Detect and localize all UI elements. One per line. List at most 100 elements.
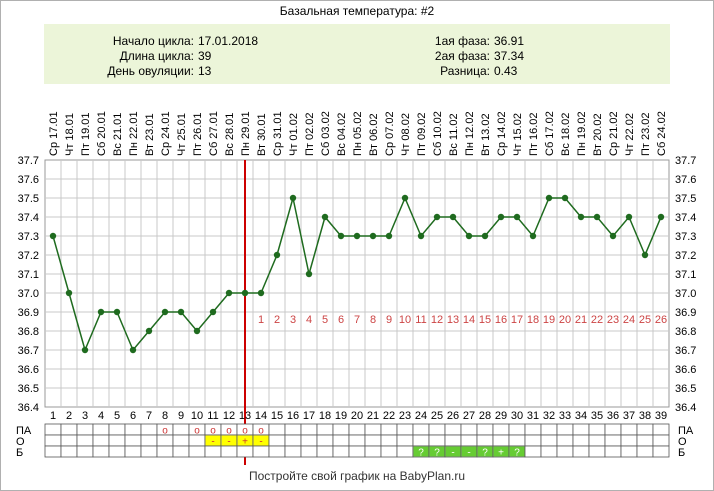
marker-cell [588,423,606,436]
y-tick-label-right: 36.9 [675,307,696,319]
y-tick-label-left: 37.1 [18,269,39,281]
row-label-o-left: О [16,436,25,448]
marker-cell [556,445,574,458]
cycle-day-label: 26 [447,410,459,422]
marker-cell [44,434,62,447]
y-tick-label-left: 36.9 [18,307,39,319]
cycle-day-label: 25 [431,410,443,422]
marker-cell [92,434,110,447]
cycle-day-label: 6 [130,410,136,422]
cycle-day-label: 35 [591,410,603,422]
phase2-value: 37.34 [494,49,525,63]
marker-cell [172,434,190,447]
b-marker: ? [514,448,520,459]
marker-cell [332,434,350,447]
date-label: Вс 28.01 [224,113,236,156]
date-label: Вс 18.02 [560,113,572,156]
luteal-day-label: 4 [306,314,312,326]
luteal-day-label: 6 [338,314,344,326]
phase1-value: 36.91 [494,34,525,48]
cycle-day-label: 5 [114,410,120,422]
marker-cell [60,423,78,436]
o-marker: - [227,437,230,448]
luteal-day-label: 11 [415,314,426,326]
y-tick-label-right: 36.5 [675,383,696,395]
date-label: Ср 07.02 [384,111,396,156]
temperature-point [529,232,537,240]
date-label: Сб 03.02 [320,111,332,156]
marker-cell [524,434,542,447]
marker-cell [444,423,462,436]
marker-cell [124,423,142,436]
date-label: Чт 22.02 [624,113,636,156]
date-label: Пн 12.02 [464,111,476,156]
date-label: Ср 21.02 [608,111,620,156]
pregnancy-test-cell [477,446,493,457]
y-tick-label-right: 36.8 [675,326,696,338]
marker-cell [284,434,302,447]
temperature-point [65,289,73,297]
y-tick-label-left: 37.3 [18,231,39,243]
marker-cell [380,423,398,436]
luteal-day-label: 10 [399,314,411,326]
marker-cell [156,434,174,447]
marker-cell [636,423,654,436]
temperature-point [577,213,585,221]
luteal-day-label: 7 [354,314,360,326]
row-label-pa-left: ПА [16,425,32,437]
luteal-day-label: 3 [290,314,296,326]
marker-cell [316,434,334,447]
pregnancy-test-cell [461,446,477,457]
cycle-start-label: Начало цикла: [112,34,194,48]
temperature-point [497,213,505,221]
date-label: Ср 31.01 [272,111,284,156]
y-tick-label-left: 36.7 [18,345,39,357]
temperature-point [417,232,425,240]
marker-cell [204,445,222,458]
date-label: Пт 19.01 [80,112,92,156]
cycle-day-label: 22 [383,410,395,422]
y-tick-label-left: 37.0 [18,288,39,300]
marker-cell [220,445,238,458]
marker-cell [540,434,558,447]
cycle-day-label: 17 [303,410,315,422]
temperature-point [161,308,169,316]
b-marker: + [498,448,504,459]
marker-cell [44,423,62,436]
temperature-point [241,289,249,297]
luteal-day-label: 22 [591,314,603,326]
marker-cell [348,423,366,436]
footer-text[interactable]: Постройте свой график на BabyPlan.ru [248,469,466,483]
y-tick-label-left: 37.5 [18,193,39,205]
marker-cell [316,423,334,436]
temperature-point [481,232,489,240]
marker-cell [76,434,94,447]
marker-cell [476,434,494,447]
marker-cell [524,423,542,436]
marker-cell [396,445,414,458]
cycle-day-label: 39 [655,410,667,422]
temperature-point [49,232,57,240]
cycle-day-label: 11 [207,410,218,422]
marker-cell [60,434,78,447]
marker-cell [284,445,302,458]
marker-cell [172,445,190,458]
date-label: Сб 20.01 [96,111,108,156]
date-label: Чт 01.02 [288,113,300,156]
marker-cell [268,434,286,447]
cycle-length-label: Длина цикла: [119,49,194,63]
date-label: Вт 13.02 [480,113,492,156]
marker-cell [428,423,446,436]
temperature-point [353,232,361,240]
cycle-day-label: 36 [607,410,619,422]
b-marker: - [467,448,470,459]
row-label-b-right: Б [678,447,685,459]
date-label: Вс 04.02 [336,113,348,156]
cycle-day-label: 30 [511,410,523,422]
y-tick-label-right: 36.4 [675,402,696,414]
marker-cell [172,423,190,436]
marker-cell [156,445,174,458]
cycle-start-value: 17.01.2018 [198,34,259,48]
luteal-day-label: 9 [386,314,392,326]
